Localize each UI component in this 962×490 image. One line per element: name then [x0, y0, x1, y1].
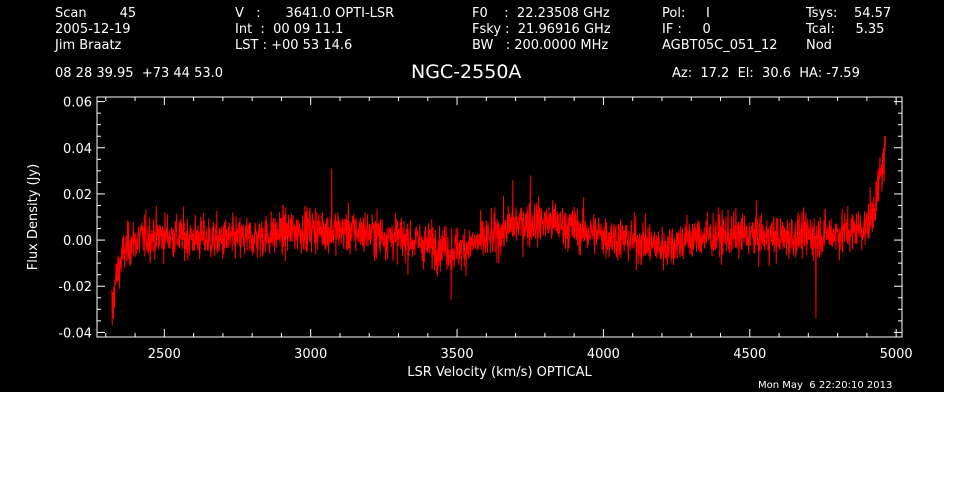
header-tsys: Tsys: 54.57 [806, 6, 892, 21]
y-axis-label: Flux Density (Jy) [26, 164, 41, 270]
x-tick-label: 5000 [880, 347, 913, 362]
header-integration: Int : 00 09 11.1 [235, 22, 344, 37]
header-rest-frequency: F0 : 22.23508 GHz [472, 6, 610, 21]
plot-window: Scan 45 2005-12-19 Jim Braatz V : 3641.0… [0, 0, 944, 392]
axis-labels: 2500 3000 3500 4000 4500 5000 -0.04 -0.02 0.00 0.… [26, 96, 913, 380]
header-sky-frequency: Fsky : 21.96916 GHz [472, 22, 611, 37]
y-tick-label: -0.02 [58, 280, 92, 295]
header-velocity: V : 3641.0 OPTI-LSR [235, 6, 395, 21]
y-tick-label: 0.06 [63, 96, 92, 111]
plot-frame [96, 96, 903, 338]
spectrum-layer [111, 136, 887, 326]
header-observer: Jim Braatz [55, 38, 122, 53]
x-axis-label: LSR Velocity (km/s) OPTICAL [407, 365, 592, 380]
spectrum-line [111, 136, 887, 326]
header-if: IF : 0 [662, 22, 711, 37]
x-tick-label: 3500 [441, 347, 474, 362]
header-scan: Scan 45 [55, 6, 137, 21]
y-tick-label: 0.00 [63, 234, 92, 249]
header-project: AGBT05C_051_12 [662, 38, 778, 53]
object-title: NGC-2550A [411, 61, 522, 83]
header-bandwidth: BW : 200.0000 MHz [472, 38, 609, 53]
header-coordinates: 08 28 39.95 +73 44 53.0 [55, 66, 224, 81]
axis-ticks [97, 97, 902, 337]
header-procedure: Nod [806, 38, 832, 53]
header-pointing: Az: 17.2 El: 30.6 HA: -7.59 [672, 66, 860, 81]
spectrum-chart: 2500 3000 3500 4000 4500 5000 -0.04 -0.02 0.00 0.… [26, 96, 913, 380]
header-date: 2005-12-19 [55, 22, 131, 37]
y-tick-label: -0.04 [58, 326, 92, 341]
x-tick-label: 4000 [587, 347, 620, 362]
x-tick-label: 2500 [148, 347, 181, 362]
x-tick-label: 4500 [733, 347, 766, 362]
header-lst: LST : +00 53 14.6 [235, 38, 353, 53]
x-tick-label: 3000 [294, 347, 327, 362]
y-tick-label: 0.04 [63, 142, 92, 157]
header-tcal: Tcal: 5.35 [806, 22, 885, 37]
plot-timestamp: Mon May 6 22:20:10 2013 [758, 380, 893, 391]
y-tick-label: 0.02 [63, 188, 92, 203]
header-polarization: Pol: I [662, 6, 710, 21]
